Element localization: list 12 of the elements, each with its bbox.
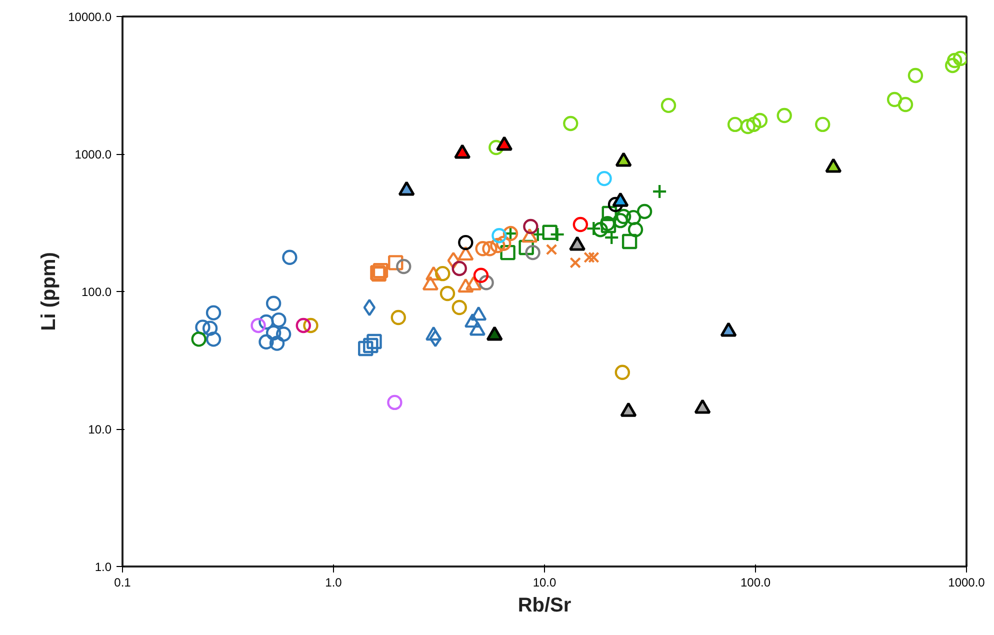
x-axis-title: Rb/Sr [518,594,572,616]
x-tick-label: 1000.0 [948,576,986,590]
x-tick-label: 0.1 [114,576,132,590]
x-tick-label: 100.0 [740,576,771,590]
y-tick-label: 1.0 [94,560,112,574]
y-axis-title: Li (ppm) [38,252,60,331]
y-tick-label: 1000.0 [74,148,112,162]
x-tick-label: 10.0 [532,576,557,590]
x-tick-label: 1.0 [325,576,342,590]
y-tick-label: 10.0 [88,422,112,436]
y-tick-label: 10000.0 [68,10,112,24]
y-tick-label: 100.0 [81,285,112,299]
